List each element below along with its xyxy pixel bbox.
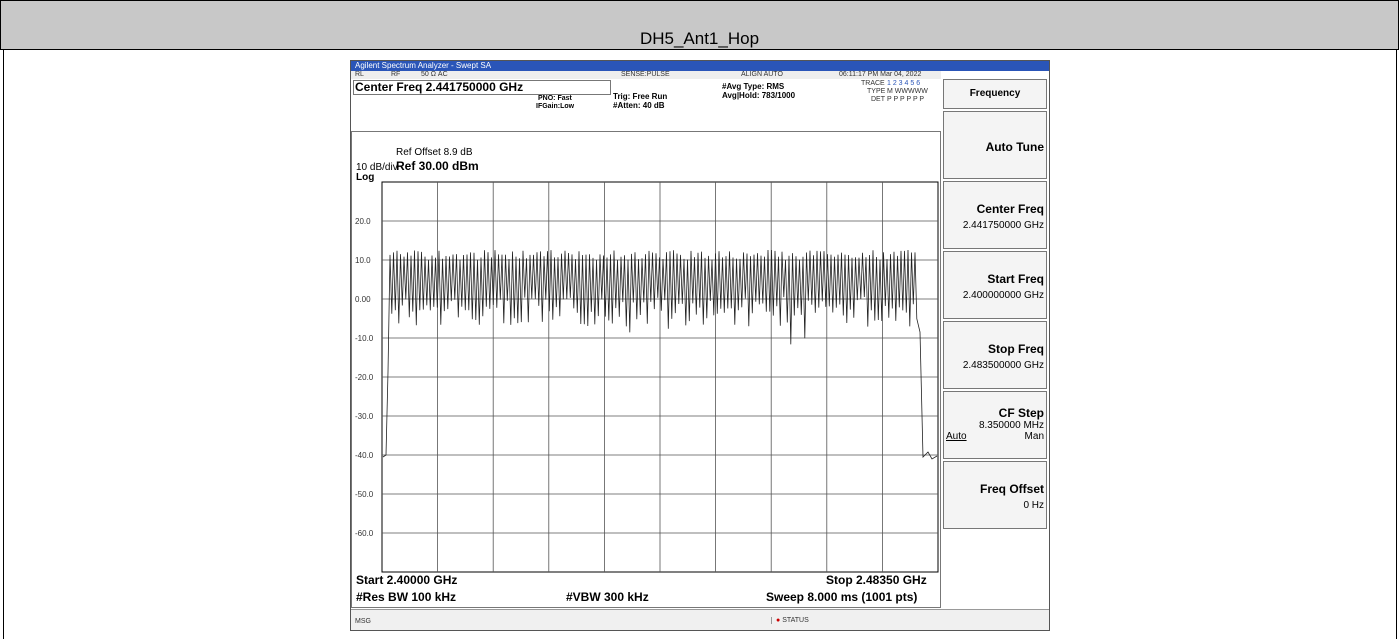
- softkey-value: 2.400000000 GHz: [963, 290, 1044, 301]
- softkey-label: Center Freq: [977, 202, 1044, 216]
- y-label: 20.0: [355, 217, 371, 226]
- status-item: RL: [355, 71, 364, 79]
- softkey[interactable]: Center Freq 2.441750000 GHz: [943, 181, 1047, 249]
- softkey[interactable]: Start Freq 2.400000000 GHz: [943, 251, 1047, 319]
- softkey-label: Stop Freq: [988, 342, 1044, 356]
- softkey-label: Freq Offset: [980, 482, 1044, 496]
- softkey-value: 0 Hz: [1023, 500, 1044, 511]
- page: {"header":{"title":"DH5_Ant1_Hop"}, "ana…: [0, 0, 1399, 629]
- y-label: 0.00: [355, 295, 371, 304]
- rbw: #Res BW 100 kHz: [356, 590, 456, 604]
- softkey-value: 2.483500000 GHz: [963, 360, 1044, 371]
- stop-freq: Stop 2.48350 GHz: [826, 573, 927, 587]
- if-gain: IFGain:Low: [536, 103, 574, 110]
- softkey-menu: Frequency: [943, 79, 1047, 109]
- y-label: -50.0: [355, 490, 374, 499]
- status-item: SENSE:PULSE: [621, 71, 670, 79]
- avg-type: #Avg Type: RMS: [722, 82, 784, 91]
- status-bar: RL RF 50 Ω AC SENSE:PULSE ALIGN AUTO 06:11:17…: [351, 71, 941, 79]
- display: Ref Offset 8.9 dB 10 dB/div Ref 30.00 dB…: [351, 131, 941, 608]
- status-item: RF: [391, 71, 400, 79]
- sweep: Sweep 8.000 ms (1001 pts): [766, 590, 917, 604]
- header: DH5_Ant1_Hop: [0, 0, 1399, 50]
- status[interactable]: ● STATUS: [771, 617, 809, 624]
- header-title: DH5_Ant1_Hop: [1, 29, 1398, 49]
- softkey[interactable]: Auto Tune: [943, 111, 1047, 179]
- status-text: STATUS: [782, 617, 809, 624]
- start-freq: Start 2.40000 GHz: [356, 573, 457, 587]
- status-item: 50 Ω AC: [421, 71, 448, 79]
- det-label: DET: [871, 96, 885, 103]
- atten: #Atten: 40 dB: [613, 101, 665, 110]
- softkey-label: Start Freq: [987, 272, 1044, 286]
- y-label: -40.0: [355, 451, 374, 460]
- status-item: 06:11:17 PM Mar 04, 2022: [839, 71, 921, 79]
- trig: Trig: Free Run: [613, 92, 667, 101]
- type-value: M WWWWW: [887, 88, 928, 95]
- det-value: P P P P P P: [887, 96, 924, 103]
- softkey-option[interactable]: Auto: [946, 431, 967, 442]
- type-label: TYPE: [867, 88, 885, 95]
- softkey-option[interactable]: Man: [1025, 431, 1044, 442]
- softkey[interactable]: Freq Offset 0 Hz: [943, 461, 1047, 529]
- trace-nums: 1 2 3 4 5 6: [887, 80, 920, 87]
- pno: PNO: Fast: [538, 95, 572, 102]
- softkey-label: CF Step: [999, 406, 1044, 420]
- msg: MSG: [355, 618, 371, 625]
- softkey-value: 2.441750000 GHz: [963, 220, 1044, 231]
- graticule: 20.0 10.0 0.00 -10.0 -20.0 -30.0 -40.0 -50.0 -60…: [352, 132, 940, 607]
- status-bar-bottom: MSG ● STATUS: [351, 609, 1049, 631]
- avg-hold: Avg|Hold: 783/1000: [722, 91, 795, 100]
- softkey-label: Auto Tune: [986, 140, 1044, 154]
- window-title: Agilent Spectrum Analyzer - Swept SA: [351, 61, 1049, 71]
- menu-title: Frequency: [944, 88, 1046, 99]
- y-label: -20.0: [355, 373, 374, 382]
- status-item: ALIGN AUTO: [741, 71, 783, 79]
- y-label: -30.0: [355, 412, 374, 421]
- analyzer-window: Agilent Spectrum Analyzer - Swept SA Cen…: [350, 60, 1050, 631]
- vbw: #VBW 300 kHz: [566, 590, 649, 604]
- trace-label: TRACE: [861, 80, 885, 87]
- y-label: -10.0: [355, 334, 374, 343]
- y-label: 10.0: [355, 256, 371, 265]
- y-label: -60.0: [355, 529, 374, 538]
- softkey-value: 8.350000 MHz: [979, 420, 1044, 431]
- center-freq-box: [353, 80, 611, 95]
- softkey[interactable]: Stop Freq 2.483500000 GHz: [943, 321, 1047, 389]
